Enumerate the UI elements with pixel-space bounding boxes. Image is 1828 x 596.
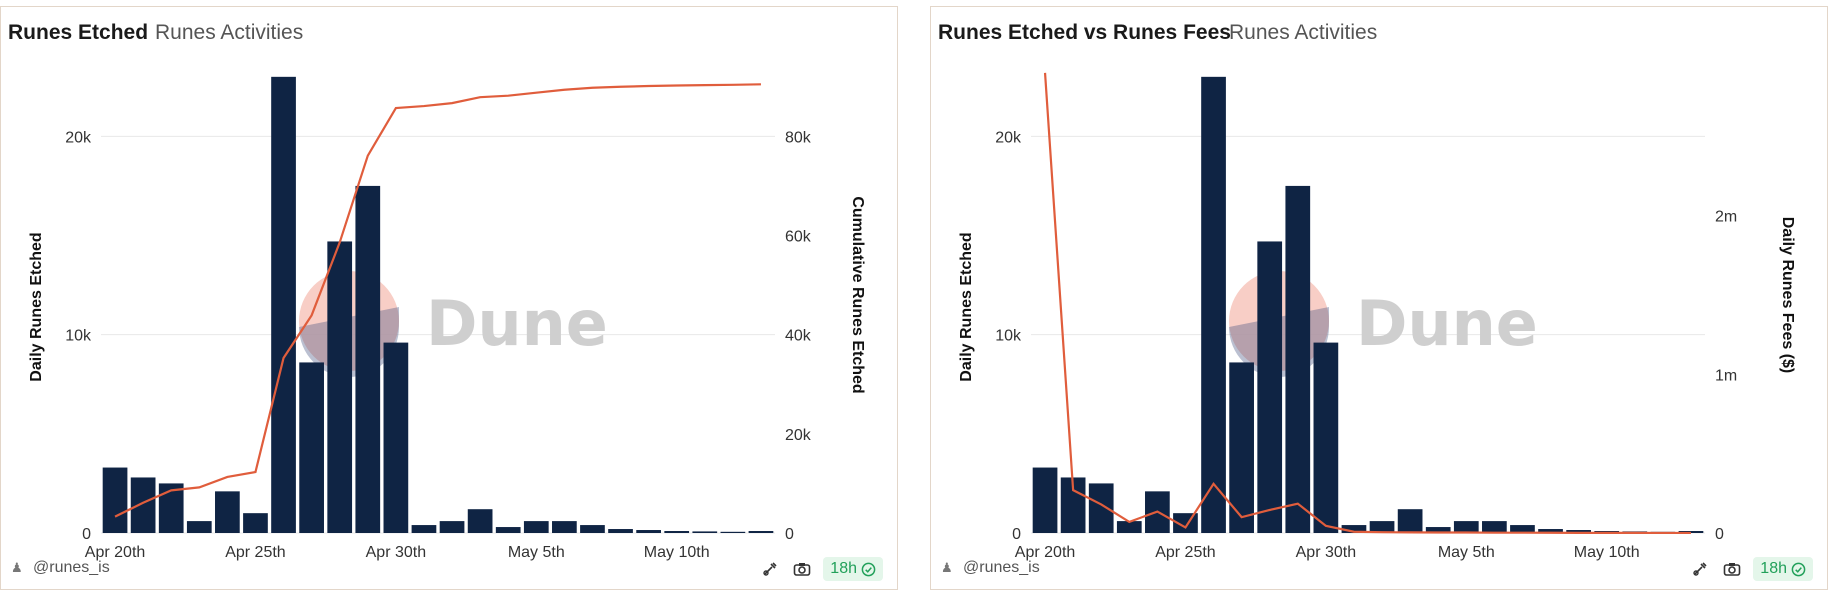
y-left-axis-label: Daily Runes Etched xyxy=(958,232,975,381)
panel-subtitle[interactable]: Runes Activities xyxy=(1229,21,1378,44)
freshness-text: 18h xyxy=(830,560,857,577)
chart-svg: 0 10k 20k 0 1m 2m Dune Apr 20th Apr 25th Apr 30th… xyxy=(958,72,1796,561)
bar xyxy=(1538,529,1563,533)
chart-panel-runes-etched: Runes Etched Runes Activities 0 10k 20k 0 20… xyxy=(0,6,898,590)
author-name: @runes_is xyxy=(33,559,110,576)
bar xyxy=(552,521,577,533)
camera-icon[interactable] xyxy=(1721,558,1743,580)
freshness-badge[interactable]: 18h xyxy=(1753,557,1813,581)
panel-title[interactable]: Runes Etched vs Runes Fees xyxy=(938,21,1231,44)
y-left-tick-label: 0 xyxy=(1012,526,1021,543)
bar xyxy=(1566,530,1591,533)
check-circle-icon xyxy=(1791,562,1806,576)
bar xyxy=(158,483,184,533)
bar xyxy=(720,531,746,533)
y-left-tick-label: 20k xyxy=(65,129,92,146)
author-name: @runes_is xyxy=(963,559,1040,576)
y-right-tick-label: 0 xyxy=(1715,526,1724,543)
bar xyxy=(495,527,521,533)
watermark-text: Dune xyxy=(1356,287,1538,360)
bar xyxy=(1425,527,1451,533)
x-tick-label: May 5th xyxy=(1438,544,1495,561)
y-left-tick-label: 10k xyxy=(65,328,92,345)
series-line xyxy=(114,83,761,518)
y-right-axis-label: Daily Runes Fees ($) xyxy=(1779,217,1796,374)
panel-title[interactable]: Runes Etched xyxy=(8,21,149,44)
bar xyxy=(1285,185,1311,533)
bar xyxy=(355,185,381,533)
bar xyxy=(299,362,324,533)
bar xyxy=(271,76,296,533)
bar xyxy=(580,525,605,533)
x-tick-label: Apr 20th xyxy=(1015,544,1075,561)
bar xyxy=(664,531,690,533)
x-tick-label: Apr 25th xyxy=(225,544,285,561)
x-tick-label: Apr 25th xyxy=(1155,544,1215,561)
freshness-text: 18h xyxy=(1760,560,1787,577)
y-right-tick-label: 2m xyxy=(1715,209,1737,226)
bar xyxy=(608,529,633,533)
bar xyxy=(130,477,156,533)
bar xyxy=(1453,521,1479,533)
bar xyxy=(1341,525,1367,533)
bar xyxy=(186,521,212,533)
y-right-tick-label: 1m xyxy=(1715,367,1737,384)
x-tick-label: May 10th xyxy=(1574,544,1640,561)
bar xyxy=(243,513,268,533)
user-icon: ♟ xyxy=(941,560,953,575)
y-right-tick-label: 20k xyxy=(785,427,812,444)
series-line xyxy=(1043,72,1691,535)
bar xyxy=(1257,241,1283,533)
bar xyxy=(467,509,493,533)
bar xyxy=(1369,521,1395,533)
bar xyxy=(411,525,437,533)
bar xyxy=(523,521,549,533)
watermark-text: Dune xyxy=(426,287,608,360)
camera-icon[interactable] xyxy=(791,558,813,580)
refresh-query-icon[interactable] xyxy=(759,558,781,580)
bar xyxy=(1088,483,1114,533)
y-left-axis-label: Daily Runes Etched xyxy=(28,232,45,381)
y-left-tick-label: 10k xyxy=(995,328,1022,345)
bar xyxy=(327,241,353,533)
x-tick-label: May 5th xyxy=(508,544,565,561)
bar xyxy=(748,531,774,533)
bar xyxy=(1229,362,1254,533)
x-tick-label: Apr 20th xyxy=(85,544,145,561)
x-tick-label: May 10th xyxy=(644,544,710,561)
freshness-badge[interactable]: 18h xyxy=(823,557,883,581)
bar xyxy=(102,467,128,533)
author-link[interactable]: ♟ @runes_is xyxy=(11,559,110,577)
y-right-tick-label: 40k xyxy=(785,328,812,345)
author-link[interactable]: ♟ @runes_is xyxy=(941,559,1040,577)
check-circle-icon xyxy=(861,562,876,576)
bar xyxy=(1116,521,1142,533)
bar xyxy=(439,521,465,533)
panel-subtitle[interactable]: Runes Activities xyxy=(155,21,304,44)
bar xyxy=(215,491,240,533)
bar xyxy=(636,530,661,533)
y-right-axis-label: Cumulative Runes Etched xyxy=(849,196,866,393)
x-tick-label: Apr 30th xyxy=(1296,544,1356,561)
chart-svg: 0 10k 20k 0 20k 40k 60k 80k Dune Apr 20th Apr 25th… xyxy=(28,76,866,561)
y-left-tick-label: 20k xyxy=(995,129,1022,146)
bar xyxy=(1397,509,1423,533)
y-right-tick-label: 80k xyxy=(785,129,812,146)
user-icon: ♟ xyxy=(11,560,23,575)
bar xyxy=(1032,467,1058,533)
panel-toolbar: 18h xyxy=(1689,557,1813,581)
bar xyxy=(1482,521,1507,533)
y-left-tick-label: 0 xyxy=(82,526,91,543)
bar xyxy=(1201,76,1226,533)
bar xyxy=(1510,525,1535,533)
y-right-tick-label: 60k xyxy=(785,229,812,246)
bar xyxy=(692,531,718,533)
x-tick-label: Apr 30th xyxy=(366,544,426,561)
panel-toolbar: 18h xyxy=(759,557,883,581)
y-right-tick-label: 0 xyxy=(785,526,794,543)
bar xyxy=(383,342,409,533)
chart-panel-runes-fees: Runes Etched vs Runes Fees Runes Activit… xyxy=(930,6,1828,590)
bar xyxy=(1313,342,1339,533)
refresh-query-icon[interactable] xyxy=(1689,558,1711,580)
